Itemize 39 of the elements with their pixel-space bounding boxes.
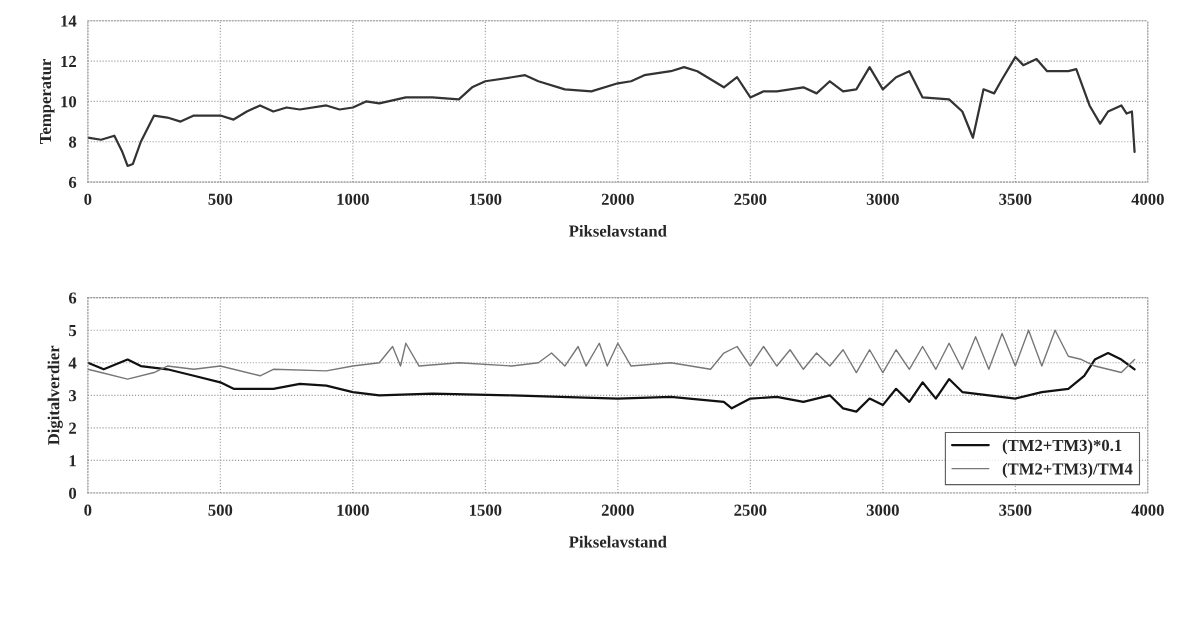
x-tick-label: 2000 (601, 504, 634, 516)
x-tick-label: 1500 (470, 193, 502, 205)
y-tick-label: 3 (69, 390, 77, 402)
x-tick-label: 4000 (1131, 504, 1164, 516)
y-tick-label: 14 (61, 15, 77, 27)
x-tick-label: 500 (208, 504, 233, 516)
x-tick-label: 3000 (866, 193, 899, 205)
y-tick-label: 5 (69, 325, 77, 337)
y-tick-label: 10 (61, 96, 77, 108)
legend-label: (TM2+TM3)/TM4 (1002, 462, 1133, 478)
x-tick-label: 0 (84, 193, 92, 205)
y-tick-label: 1 (69, 455, 76, 467)
legend-label: (TM2+TM3)*0.1 (1002, 439, 1122, 455)
x-tick-label: 2000 (601, 193, 634, 205)
y-tick-label: 8 (68, 136, 77, 148)
y-axis-title: Digitalverdier (47, 345, 63, 446)
x-axis-title: Pikselavstand (569, 224, 667, 237)
x-tick-label: 3500 (999, 504, 1032, 516)
x-tick-label: 1500 (470, 504, 502, 516)
x-tick-label: 2500 (734, 193, 767, 205)
x-tick-label: 0 (84, 504, 92, 516)
line-series (87, 351, 1136, 413)
line-series (87, 55, 1136, 168)
x-tick-label: 1000 (337, 193, 369, 205)
x-axis-title: Pikselavstand (569, 535, 667, 548)
x-tick-label: 2500 (734, 504, 767, 516)
y-tick-label: 2 (69, 422, 77, 434)
x-tick-label: 3500 (999, 193, 1032, 205)
y-tick-label: 6 (68, 292, 77, 304)
y-tick-label: 6 (68, 176, 77, 189)
x-tick-label: 1000 (337, 504, 369, 516)
line-series (87, 329, 1136, 380)
y-axis-title: Temperatur (40, 59, 55, 144)
x-tick-label: 500 (208, 193, 233, 205)
x-tick-label: 4000 (1131, 193, 1164, 205)
y-tick-label: 4 (68, 357, 77, 369)
y-tick-label: 12 (61, 55, 77, 67)
x-tick-label: 3000 (866, 504, 899, 516)
y-tick-label: 0 (69, 487, 77, 499)
